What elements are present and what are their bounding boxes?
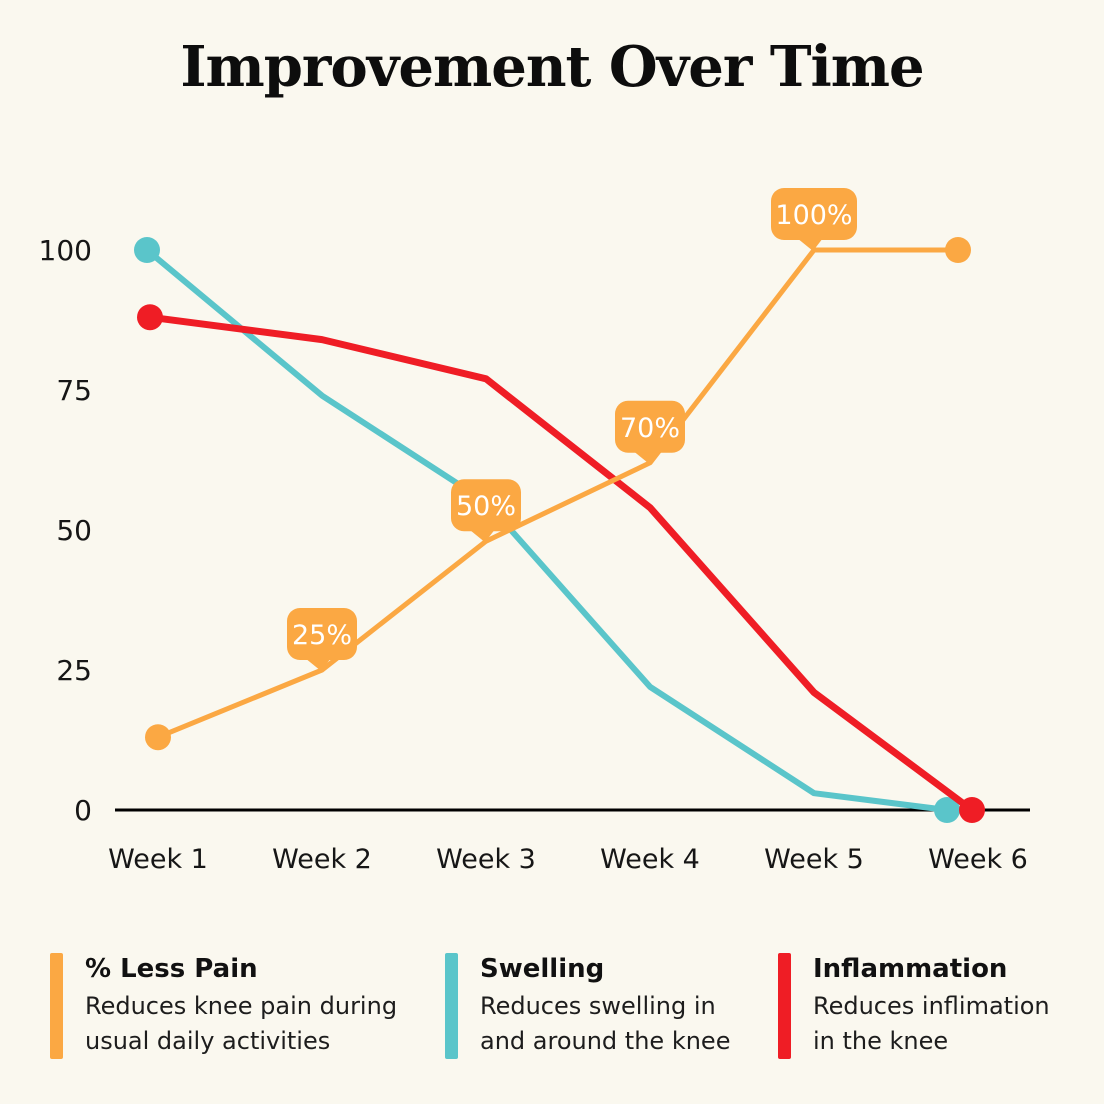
legend-item-less-pain: % Less Pain Reduces knee pain during usu… <box>50 953 410 1059</box>
callout-box <box>451 479 521 532</box>
legend: % Less Pain Reduces knee pain during usu… <box>0 953 1104 1063</box>
legend-color-bar-inflammation <box>778 953 791 1059</box>
callout-box <box>615 400 685 453</box>
callout-label: 50% <box>456 491 516 522</box>
y-tick-label: 50 <box>56 514 92 547</box>
legend-item-inflammation: Inflammation Reduces inflimation in the … <box>778 953 1068 1059</box>
data-point-swelling <box>134 237 160 263</box>
x-tick-label: Week 1 <box>108 844 208 875</box>
callout-label: 25% <box>292 620 352 651</box>
callout-70%: 70% <box>615 400 685 464</box>
y-tick-label: 0 <box>74 794 92 827</box>
data-point--less-pain <box>145 724 171 751</box>
data-point-swelling <box>934 797 960 823</box>
x-tick-label: Week 2 <box>272 844 372 875</box>
data-point-inflammation <box>137 304 163 331</box>
series-line-swelling <box>144 247 950 813</box>
callout-tail <box>469 529 495 543</box>
callout-25%: 25% <box>287 608 357 671</box>
callout-label: 70% <box>620 413 680 444</box>
series-line--less-pain <box>155 247 961 740</box>
series-line-inflammation <box>146 313 976 814</box>
callout-label: 100% <box>775 200 852 231</box>
callout-box <box>771 188 857 240</box>
callout-tail <box>633 450 659 464</box>
legend-color-bar-less-pain <box>50 953 63 1059</box>
legend-description-less-pain: Reduces knee pain during usual daily act… <box>85 991 398 1055</box>
x-tick-label: Week 6 <box>928 844 1028 875</box>
callout-tail <box>797 238 823 251</box>
data-point-inflammation <box>959 797 985 823</box>
x-tick-label: Week 4 <box>600 844 700 875</box>
legend-item-swelling: Swelling Reduces swelling in and around … <box>445 953 745 1059</box>
legend-heading-less-pain: % Less Pain <box>85 954 258 984</box>
y-tick-label: 75 <box>56 374 92 407</box>
x-tick-label: Week 3 <box>436 844 536 875</box>
callout-tail <box>305 658 331 671</box>
data-point--less-pain <box>945 237 971 263</box>
legend-color-bar-swelling <box>445 953 458 1059</box>
page-title: Improvement Over Time <box>180 34 924 100</box>
callout-box <box>287 608 357 660</box>
y-tick-label: 25 <box>56 654 92 687</box>
x-tick-label: Week 5 <box>764 844 864 875</box>
legend-heading-inflammation: Inflammation <box>813 954 1008 984</box>
callout-50%: 50% <box>451 479 521 543</box>
legend-heading-swelling: Swelling <box>480 954 605 984</box>
y-tick-label: 100 <box>39 234 92 267</box>
legend-description-inflammation: Reduces inflimation in the knee <box>813 991 1050 1055</box>
callout-100%: 100% <box>771 188 857 251</box>
legend-description-swelling: Reduces swelling in and around the knee <box>480 991 731 1055</box>
